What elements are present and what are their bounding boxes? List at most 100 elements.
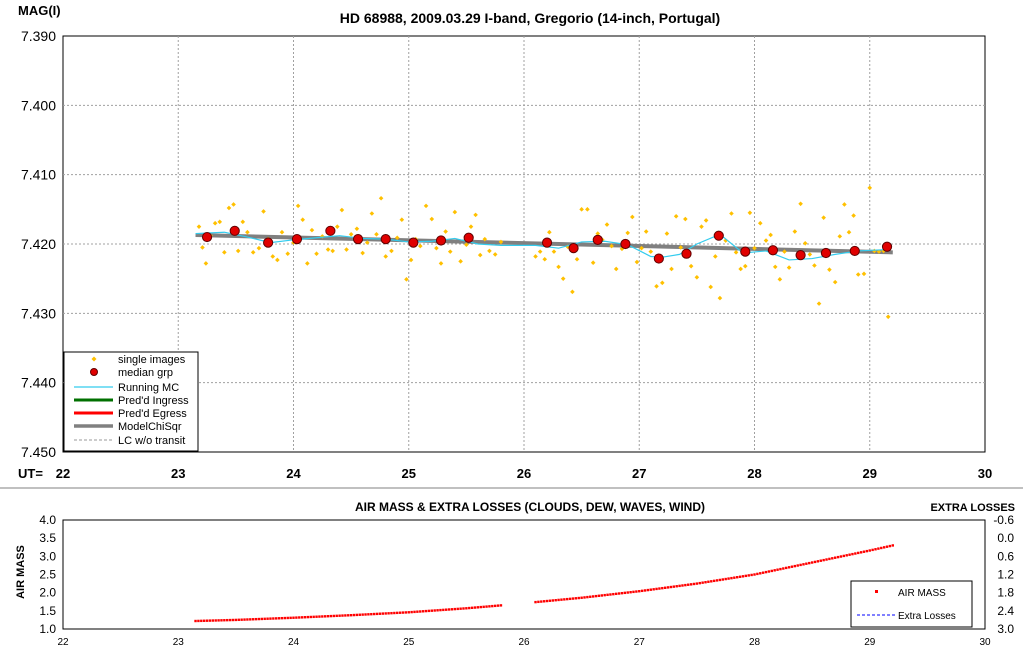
air-mass-point (612, 592, 615, 596)
bottom-x-tick-label: 28 (749, 637, 761, 648)
air-mass-point (871, 548, 874, 552)
air-mass-point (681, 584, 684, 587)
air-mass-point (661, 586, 664, 590)
bottom-y2-tick-label: 2.4 (997, 604, 1014, 618)
single-image-point (683, 216, 688, 222)
single-image-point (855, 272, 861, 277)
top-x-tick-label: 22 (56, 466, 70, 481)
median-grp-point (325, 225, 336, 236)
single-image-point (200, 245, 205, 250)
air-mass-point (214, 619, 217, 622)
air-mass-point (456, 607, 459, 611)
median-grp-point (795, 249, 806, 261)
single-image-point (270, 254, 276, 259)
single-image-point (458, 259, 463, 264)
bottom-legend: AIR MASS Extra Losses (850, 580, 973, 628)
air-mass-point (591, 595, 595, 598)
air-mass-point (439, 608, 442, 612)
single-image-point (757, 220, 763, 226)
air-mass-point (459, 607, 462, 610)
air-mass-point (609, 593, 612, 596)
air-mass-point (321, 615, 324, 618)
single-image-point (872, 248, 877, 254)
air-mass-point (586, 595, 589, 599)
air-mass-point (669, 585, 673, 589)
median-grp-point (541, 237, 553, 248)
air-mass-point (286, 616, 289, 620)
air-mass-point (335, 614, 338, 618)
air-mass-point (364, 613, 367, 616)
single-image-point (738, 266, 743, 272)
legend-egress-label: Pred'd Egress (118, 408, 187, 420)
single-image-point (404, 277, 409, 282)
air-mass-point (753, 573, 756, 576)
air-mass-point (779, 567, 782, 571)
air-mass-point (197, 619, 200, 623)
air-mass-point (208, 619, 212, 622)
air-mass-point (476, 606, 480, 609)
air-mass-point (272, 617, 275, 620)
air-mass-point (865, 549, 869, 553)
air-mass-point (635, 590, 638, 593)
air-mass-point (793, 564, 797, 568)
air-mass-point (727, 577, 730, 580)
bottom-chart-title: AIR MASS & EXTRA LOSSES (CLOUDS, DEW, WA… (355, 500, 705, 514)
single-image-point (226, 205, 232, 211)
air-mass-point (349, 613, 353, 617)
single-image-point (786, 265, 792, 270)
top-y-tick-label: 7.440 (21, 375, 56, 391)
single-image-point (630, 214, 635, 220)
air-mass-point (424, 609, 428, 613)
single-image-point (560, 276, 566, 281)
air-mass-point (341, 614, 344, 617)
single-image-point (330, 248, 335, 254)
air-mass-point (626, 591, 629, 594)
single-image-point (443, 229, 448, 234)
top-x-tick-labels: 22 23 24 25 26 27 28 29 30 (56, 466, 992, 481)
air-mass-point (623, 591, 627, 595)
air-mass-point (764, 570, 768, 574)
air-mass-point (226, 618, 229, 622)
air-mass-point (658, 587, 661, 590)
air-mass-point (615, 592, 618, 596)
air-mass-point (885, 545, 889, 548)
bottom-legend-box (850, 580, 973, 628)
air-mass-point (577, 596, 580, 600)
single-image-point (613, 266, 619, 272)
single-image-point (699, 224, 704, 229)
air-mass-point (554, 599, 557, 602)
air-mass-point (761, 571, 765, 574)
top-y-tick-label: 7.420 (21, 236, 56, 252)
air-mass-point (329, 614, 333, 618)
top-x-tick-label: 26 (517, 466, 531, 481)
bottom-y-tick-label: 3.5 (39, 531, 56, 545)
air-mass-point (251, 618, 255, 621)
median-grp-point (681, 248, 692, 259)
legend-single-images-marker (91, 356, 97, 362)
single-image-point (325, 247, 331, 252)
air-mass-point (479, 605, 482, 609)
air-mass-point (300, 616, 304, 619)
air-mass-point (773, 569, 776, 572)
air-mass-point (620, 591, 624, 595)
air-mass-point (482, 605, 485, 609)
single-image-point (609, 243, 614, 249)
air-mass-point (603, 593, 606, 597)
top-y-tick-label: 7.400 (21, 97, 56, 113)
bottom-y-tick-label: 1.5 (39, 604, 56, 618)
air-mass-point (805, 562, 808, 565)
air-mass-point (217, 619, 220, 622)
single-image-point (547, 229, 552, 235)
single-image-point (369, 211, 375, 216)
single-image-point (551, 249, 557, 254)
top-x-tick-label: 30 (978, 466, 992, 481)
air-mass-point (390, 611, 393, 615)
legend-extra-losses-label: Extra Losses (898, 611, 956, 622)
air-mass-point (874, 548, 877, 551)
single-image-point (250, 250, 256, 255)
air-mass-point (854, 552, 857, 555)
median-grp-point (568, 243, 579, 254)
bottom-x-tick-label: 30 (979, 637, 991, 648)
single-image-point (434, 245, 439, 251)
air-mass-point (799, 563, 802, 567)
